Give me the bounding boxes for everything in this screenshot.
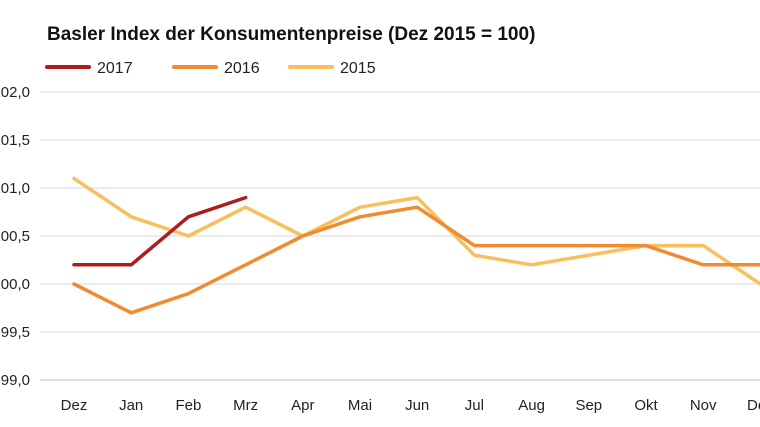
y-tick-label: 100,5 xyxy=(0,228,30,245)
y-tick-label: 101,0 xyxy=(0,180,30,197)
series-line-2015 xyxy=(72,176,760,286)
x-tick-label: Jun xyxy=(405,397,429,414)
series-lines xyxy=(72,176,760,315)
x-tick-label: Jul xyxy=(465,397,484,414)
x-tick-label: Mrz xyxy=(233,397,258,414)
x-tick-label: Feb xyxy=(175,397,201,414)
chart-title: Basler Index der Konsumentenpreise (Dez … xyxy=(47,24,535,45)
series-line-2017 xyxy=(72,195,248,267)
x-tick-label: Mai xyxy=(348,397,372,414)
y-tick-label: 99,0 xyxy=(1,372,30,389)
x-tick-label: Jan xyxy=(119,397,143,414)
y-tick-label: 100,0 xyxy=(0,276,30,293)
chart-legend: 2017 2016 2015 xyxy=(45,60,376,77)
x-tick-label: Okt xyxy=(634,397,658,414)
legend-label: 2015 xyxy=(340,60,376,77)
x-axis-ticks: Dez Jan Feb Mrz Apr Mai Jun Jul Aug Sep Okt Nov Dez xyxy=(61,397,760,414)
x-tick-label: Nov xyxy=(690,397,717,414)
y-axis-ticks: 102,0 101,5 101,0 100,5 100,0 99,5 99,0 xyxy=(0,84,30,389)
y-tick-label: 99,5 xyxy=(1,324,30,341)
x-tick-label: Aug xyxy=(518,397,545,414)
legend-item-2017: 2017 xyxy=(45,60,133,77)
legend-label: 2016 xyxy=(224,60,260,77)
legend-item-2016: 2016 xyxy=(172,60,260,77)
legend-label: 2017 xyxy=(97,60,133,77)
y-tick-label: 101,5 xyxy=(0,132,30,149)
x-tick-label: Dez xyxy=(747,397,760,414)
gridlines xyxy=(40,91,760,381)
x-tick-label: Apr xyxy=(291,397,314,414)
legend-item-2015: 2015 xyxy=(288,60,376,77)
x-tick-label: Sep xyxy=(575,397,602,414)
y-tick-label: 102,0 xyxy=(0,84,30,101)
x-tick-label: Dez xyxy=(61,397,88,414)
series-line-2016 xyxy=(72,205,760,315)
